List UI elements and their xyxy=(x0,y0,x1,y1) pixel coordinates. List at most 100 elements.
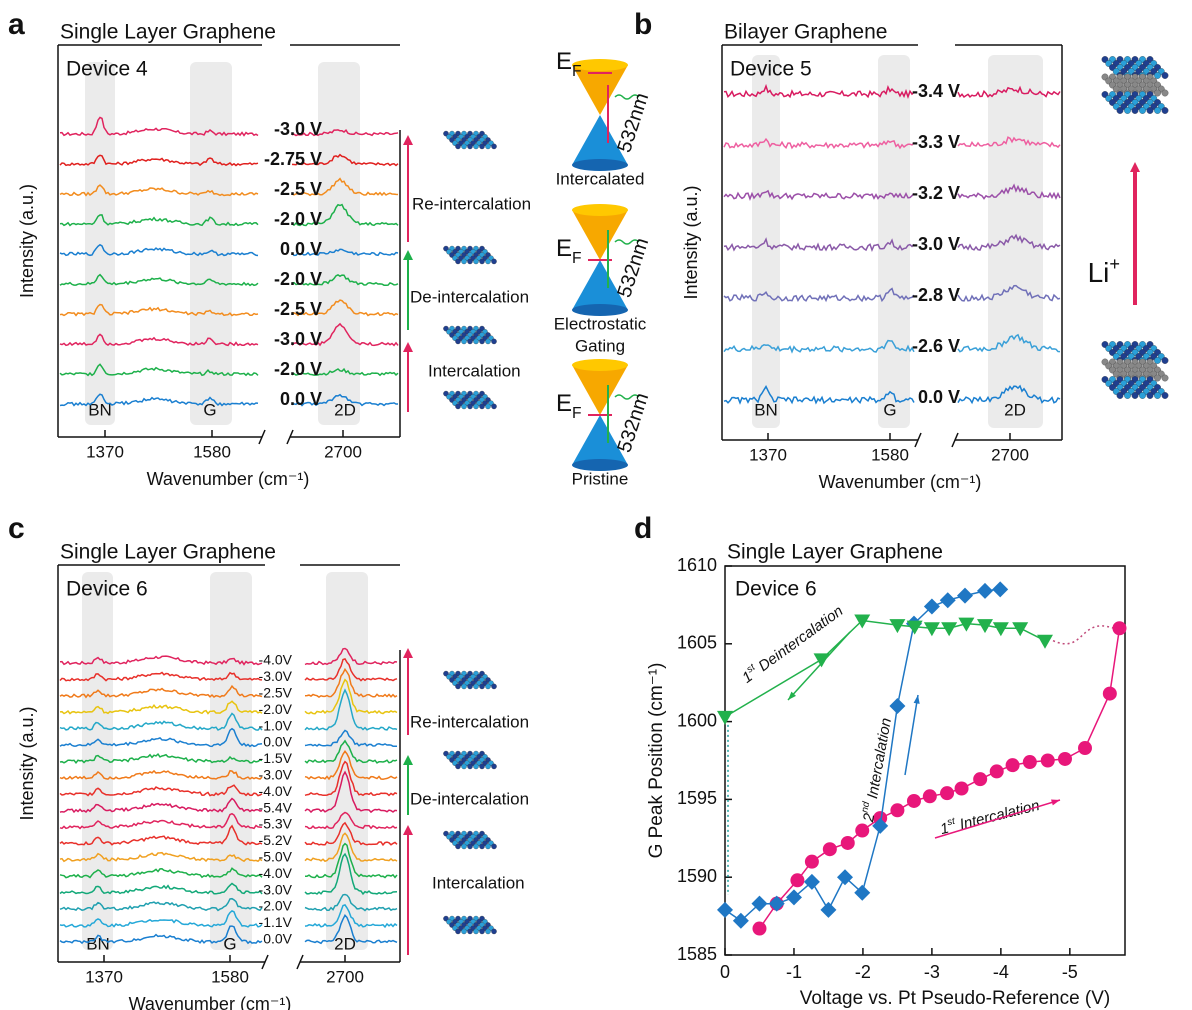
trace-label: 0.0V xyxy=(263,931,292,947)
photon xyxy=(614,239,640,245)
lattice-icon xyxy=(443,750,497,770)
atom xyxy=(455,928,461,935)
atom xyxy=(479,403,485,410)
marker xyxy=(954,781,969,796)
x-axis-label: Wavenumber (cm⁻¹) xyxy=(129,994,292,1010)
marker xyxy=(855,823,870,838)
y-axis-label: G Peak Position (cm⁻¹) xyxy=(646,663,667,859)
marker xyxy=(785,889,802,906)
peak-band xyxy=(82,572,113,950)
spectrum xyxy=(723,83,1061,100)
peak-label: G xyxy=(203,400,216,419)
ion-label: Li+ xyxy=(1088,254,1120,289)
cone-rim xyxy=(572,159,628,171)
series-line xyxy=(758,628,1121,929)
arrow-head xyxy=(1130,162,1140,172)
marker xyxy=(854,884,871,901)
peak-label: 2D xyxy=(1004,400,1026,419)
spectrum xyxy=(59,678,398,715)
atom xyxy=(467,683,473,690)
atom xyxy=(461,683,467,690)
peak-band xyxy=(210,572,252,950)
marker xyxy=(973,772,988,787)
atom xyxy=(485,928,491,935)
spectrum xyxy=(59,667,398,699)
cone-upper xyxy=(572,365,628,415)
text-part: E xyxy=(556,390,572,417)
subscript: F xyxy=(572,405,582,422)
atom xyxy=(467,403,473,410)
marker xyxy=(977,582,993,599)
trace-label: 0.0 V xyxy=(918,387,960,407)
marker xyxy=(1005,758,1020,773)
spectrum xyxy=(59,116,399,137)
atom xyxy=(473,338,479,345)
annotation: De-intercalation xyxy=(410,287,529,306)
connector xyxy=(1052,625,1114,645)
y-axis-label: Intensity (a.u.) xyxy=(681,185,701,299)
atom xyxy=(491,928,497,935)
atom xyxy=(455,763,461,770)
panel-label: d xyxy=(634,512,652,545)
x-tick-label: -3 xyxy=(924,962,940,982)
y-tick-label: 1600 xyxy=(677,710,717,730)
spectrum xyxy=(59,913,398,945)
arrow-head xyxy=(913,695,920,704)
spectrum xyxy=(59,153,399,167)
trace-label: -2.6 V xyxy=(912,336,960,356)
lattice-icon xyxy=(443,245,497,265)
trace-label: -3.2 V xyxy=(912,183,960,203)
peak-band xyxy=(988,55,1043,428)
atom xyxy=(479,683,485,690)
arrow-head xyxy=(403,342,413,352)
spectrum xyxy=(59,852,398,896)
marker xyxy=(752,921,767,936)
spectrum xyxy=(59,770,398,814)
marker xyxy=(803,873,820,890)
y-axis-label: Intensity (a.u.) xyxy=(17,184,37,298)
trace-label: -2.0 V xyxy=(274,269,322,289)
atom xyxy=(461,258,467,265)
marker xyxy=(1022,755,1037,770)
lattice-icon xyxy=(443,390,497,410)
atom xyxy=(479,928,485,935)
spectrum xyxy=(59,821,398,847)
lattice-icon xyxy=(443,915,497,935)
marker xyxy=(957,587,973,604)
atom xyxy=(485,403,491,410)
x-tick-label: 2700 xyxy=(326,967,364,986)
trace-label: -4.0V xyxy=(259,652,293,668)
cone-rim xyxy=(572,304,628,316)
x-tick-label: 1370 xyxy=(749,445,787,464)
cone-rim xyxy=(572,204,628,216)
laser-label: 532nm xyxy=(613,235,653,300)
atom xyxy=(1161,392,1169,399)
text-part: E xyxy=(556,235,572,262)
spectrum xyxy=(59,842,398,879)
atom xyxy=(467,928,473,935)
atom xyxy=(485,338,491,345)
marker xyxy=(923,598,940,615)
peak-label: BN xyxy=(754,400,778,419)
trace-label: -2.0 V xyxy=(274,209,322,229)
annotation: Intercalation xyxy=(428,361,521,380)
trace-label: -2.5 V xyxy=(274,179,322,199)
panel-label: a xyxy=(8,8,25,41)
annotation: Intercalation xyxy=(432,873,525,892)
y-tick-label: 1590 xyxy=(677,866,717,886)
marker xyxy=(804,854,819,869)
annotation: Re-intercalation xyxy=(410,712,529,731)
marker xyxy=(890,803,905,818)
supscript: + xyxy=(1109,254,1120,274)
trace-label: -2.0V xyxy=(259,898,293,914)
atom xyxy=(461,763,467,770)
atom xyxy=(491,683,497,690)
annotation: Re-intercalation xyxy=(412,194,531,213)
atom xyxy=(1161,107,1169,114)
x-tick-label: -5 xyxy=(1062,962,1078,982)
spectrum xyxy=(59,811,398,830)
marker xyxy=(977,619,993,634)
atom xyxy=(485,143,491,150)
lattice-icon xyxy=(443,130,497,150)
peak-label: BN xyxy=(86,934,110,953)
